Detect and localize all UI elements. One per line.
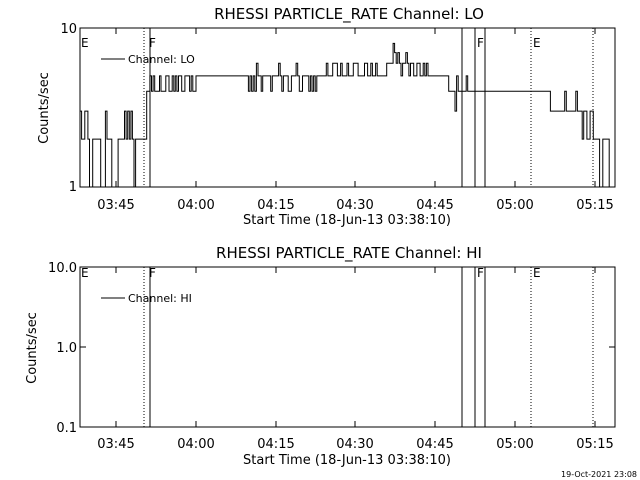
x-ticks [115, 267, 596, 427]
flag-label-e: E [533, 36, 541, 50]
legend-label: Channel: HI [128, 292, 192, 305]
x-tick-label: 04:15 [257, 437, 294, 452]
flag-label-e: E [533, 266, 541, 280]
footer-timestamp: 19-Oct-2021 23:08 [561, 470, 637, 479]
x-tick-label: 04:15 [257, 198, 294, 213]
y-tick-label: 10.0 [48, 261, 77, 276]
y-axis-label: Counts/sec [37, 72, 52, 144]
flag-label-e: E [81, 266, 89, 280]
y-tick-label: 1.0 [56, 341, 77, 356]
x-tick-label: 04:30 [336, 437, 373, 452]
flag-label-f: F [149, 266, 156, 280]
legend-label: Channel: LO [128, 53, 195, 66]
chart-title: RHESSI PARTICLE_RATE Channel: HI [216, 244, 482, 263]
flag-label-f: F [477, 266, 484, 280]
panel-lo: RHESSI PARTICLE_RATE Channel: LO Counts/… [37, 5, 616, 228]
y-tick-label: 1 [69, 180, 77, 195]
flag-label-f: F [149, 36, 156, 50]
x-tick-label: 05:00 [496, 437, 533, 452]
y-tick-label: 0.1 [56, 421, 77, 436]
x-tick-label: 04:30 [336, 198, 373, 213]
x-tick-label: 05:00 [496, 198, 533, 213]
flag-markers [143, 28, 594, 187]
y-tick-label: 10 [60, 22, 77, 37]
x-tick-label: 05:15 [576, 437, 613, 452]
x-tick-label: 04:00 [177, 198, 214, 213]
x-tick-label: 04:45 [416, 437, 453, 452]
flag-markers [143, 267, 594, 427]
y-axis-label: Counts/sec [25, 312, 40, 384]
panel-hi: RHESSI PARTICLE_RATE Channel: HI Counts/… [25, 244, 616, 468]
chart-title: RHESSI PARTICLE_RATE Channel: LO [214, 5, 484, 24]
x-tick-label: 03:45 [97, 437, 134, 452]
x-tick-label: 05:15 [576, 198, 613, 213]
flag-label-e: E [81, 36, 89, 50]
series-line-lo [80, 42, 611, 188]
plot-frame [79, 27, 616, 188]
x-tick-label: 04:00 [177, 437, 214, 452]
plot-frame [79, 266, 616, 428]
flag-label-f: F [477, 36, 484, 50]
x-tick-label: 04:45 [416, 198, 453, 213]
x-tick-label: 03:45 [97, 198, 134, 213]
x-axis-label: Start Time (18-Jun-13 03:38:10) [243, 213, 451, 228]
x-ticks [115, 28, 596, 187]
x-axis-label: Start Time (18-Jun-13 03:38:10) [243, 453, 451, 468]
